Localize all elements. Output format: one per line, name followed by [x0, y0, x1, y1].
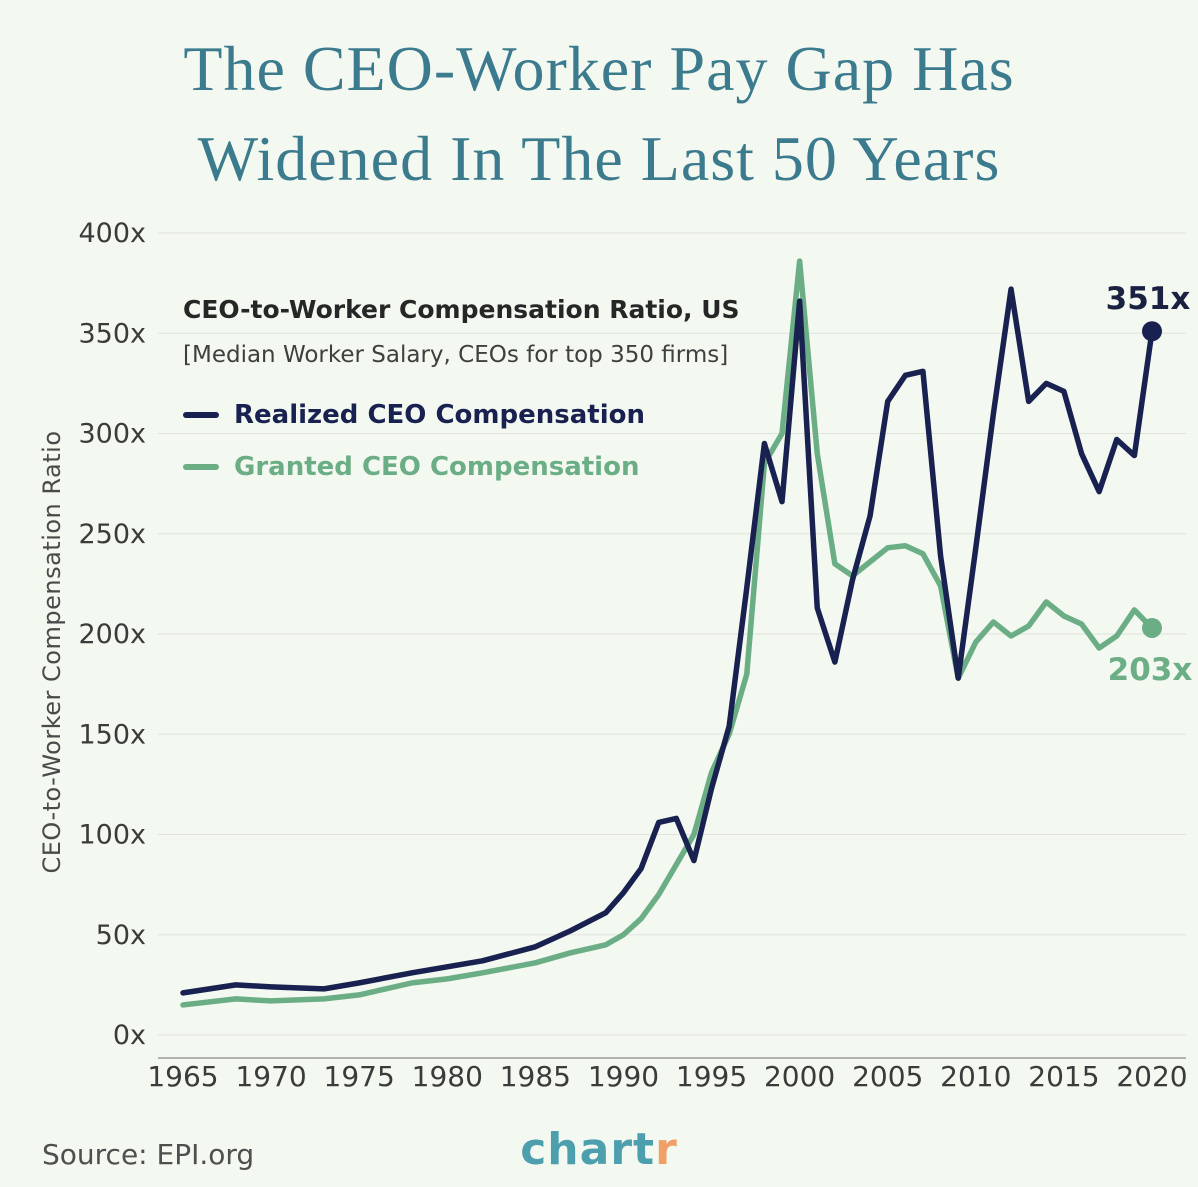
x-tick-label: 1970 — [235, 1060, 306, 1093]
chartr-logo: chartr — [0, 1124, 1198, 1175]
x-tick-label: 2020 — [1116, 1060, 1187, 1093]
chartr-logo-accent: r — [655, 1124, 678, 1175]
annotation-label: 203x — [1108, 652, 1193, 688]
y-tick-label: 150x — [78, 719, 146, 750]
x-tick-label: 1995 — [676, 1060, 747, 1093]
chartr-logo-main: chart — [520, 1124, 656, 1175]
legend-dash-granted-icon — [183, 464, 219, 470]
end-marker-0 — [1141, 321, 1162, 342]
x-tick-label: 2000 — [764, 1060, 835, 1093]
x-tick-label: 2010 — [940, 1060, 1011, 1093]
end-marker-1 — [1141, 617, 1162, 638]
legend-item-granted: Granted CEO Compensation — [183, 452, 740, 482]
legend-item-realized: Realized CEO Compensation — [183, 400, 740, 430]
y-tick-label: 200x — [78, 619, 146, 650]
x-tick-label: 1965 — [147, 1060, 218, 1093]
source-credit: Source: EPI.org — [42, 1138, 255, 1171]
series-line-0 — [180, 286, 1155, 996]
x-tick-label: 1990 — [588, 1060, 659, 1093]
chart-legend: CEO-to-Worker Compensation Ratio, US [Me… — [183, 295, 740, 504]
x-tick-label: 1985 — [500, 1060, 571, 1093]
chart-title-line1: The CEO-Worker Pay Gap Has — [183, 33, 1015, 104]
y-tick-label: 50x — [96, 920, 146, 951]
chart-subtitle: CEO-to-Worker Compensation Ratio, US — [183, 295, 740, 324]
x-tick-label: 2015 — [1028, 1060, 1099, 1093]
legend-label-granted: Granted CEO Compensation — [234, 452, 640, 482]
y-tick-label: 350x — [78, 318, 146, 349]
y-tick-label: 300x — [78, 419, 146, 450]
annotation-label: 351x — [1106, 281, 1191, 317]
chart-note: [Median Worker Salary, CEOs for top 350 … — [183, 342, 729, 368]
chart-title-line2: Widened In The Last 50 Years — [197, 122, 1001, 194]
legend-dash-realized-icon — [183, 412, 219, 418]
series-line-1 — [180, 258, 1155, 1008]
y-tick-label: 400x — [78, 218, 146, 249]
y-tick-label: 0x — [113, 1020, 146, 1051]
x-tick-label: 1975 — [324, 1060, 395, 1093]
chart-title: The CEO-Worker Pay Gap Has Widened In Th… — [0, 24, 1198, 203]
x-tick-label: 1980 — [412, 1060, 483, 1093]
line-chart: 0x 50x 100x 150x 200x 250x 300x 350x 400x 1965 197… — [78, 218, 1193, 1093]
y-tick-label: 100x — [78, 820, 146, 851]
x-tick-label: 2005 — [852, 1060, 923, 1093]
legend-label-realized: Realized CEO Compensation — [234, 400, 645, 430]
y-tick-label: 250x — [78, 519, 146, 550]
